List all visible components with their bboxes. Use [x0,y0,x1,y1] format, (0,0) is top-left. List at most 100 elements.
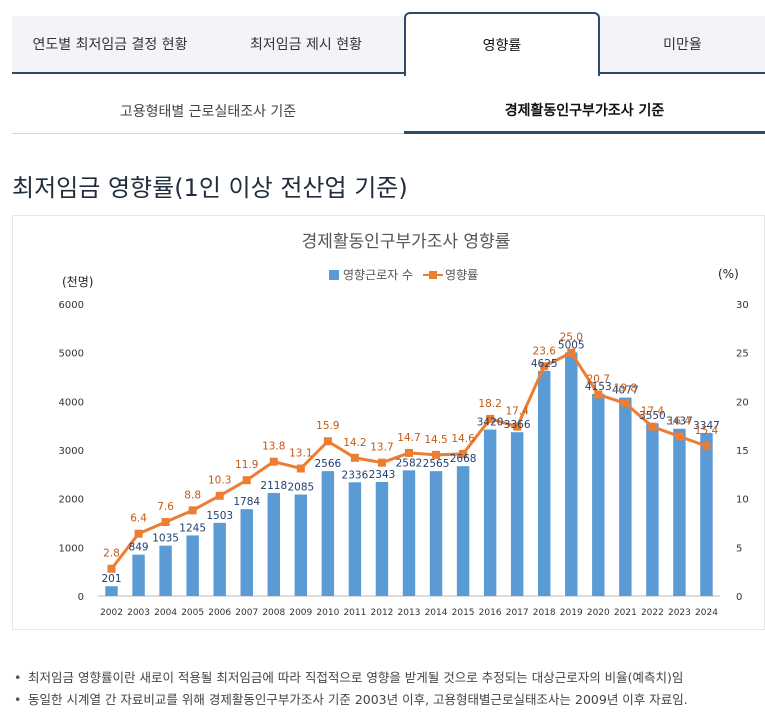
x-tick-label: 2007 [235,608,258,618]
rate-point [296,464,305,473]
bar-series [105,352,713,596]
rate-value-label: 20.7 [587,374,610,386]
rate-value-label: 13.8 [262,441,285,453]
right-tick-label: 20 [736,397,749,408]
rate-point [107,564,116,573]
x-axis-ticks: 2002 2003 2004 2005 2006 2007 2008 2009 2010 2011… [100,608,718,618]
right-tick-label: 15 [736,446,749,457]
rate-value-label: 6.4 [130,513,147,525]
bar [483,429,497,596]
bar-value-label: 4153 [585,381,612,393]
main-tab-bar: 연도별 최저임금 결정 현황 최저임금 제시 현황 영향률 미만율 [12,12,765,76]
bar [294,494,308,596]
bar [619,397,632,596]
legend-bar-label: 영향근로자 수 [343,268,413,282]
rate-point [567,348,576,357]
bar-value-label: 849 [129,542,149,554]
right-tick-label: 5 [736,543,742,554]
bar [321,471,335,596]
bar [456,466,470,596]
line-labels: 2.8 6.4 7.6 8.8 10.3 11.9 13.8 13.1 15.9 14.2 13.7… [103,332,718,560]
x-tick-label: 2021 [614,608,637,618]
rate-value-label: 17.4 [641,406,665,418]
chart-legend: 영향근로자 수 영향률 [329,268,478,282]
x-tick-label: 2003 [127,608,150,618]
rate-point [540,362,549,371]
tab-impact-rate[interactable]: 영향률 [404,12,600,76]
bar-value-label: 2565 [423,458,450,470]
bar [267,492,281,596]
left-tick-label: 1000 [59,543,84,554]
x-tick-label: 2006 [208,608,231,618]
right-tick-label: 25 [736,349,749,360]
rate-value-label: 11.9 [235,459,258,471]
rate-value-label: 23.6 [533,345,557,357]
bar-value-label: 1245 [179,522,206,534]
x-tick-label: 2013 [398,608,421,618]
bar-value-label: 3420 [477,417,504,429]
tab-below-rate[interactable]: 미만율 [600,16,765,74]
tab-annual-decision[interactable]: 연도별 최저임금 결정 현황 [12,16,208,74]
legend-line-label: 영향률 [445,268,478,282]
rate-value-label: 15.9 [316,420,339,432]
rate-point [702,442,711,451]
rate-point [648,422,657,431]
bar [240,509,253,596]
bar-value-label: 5005 [558,339,585,351]
rate-value-label: 10.3 [208,475,231,487]
bar-value-label: 3366 [504,419,531,431]
bar-value-label: 3550 [639,410,666,422]
subtab-employment-survey[interactable]: 고용형태별 근로실태조사 기준 [12,88,404,134]
rate-value-label: 15.4 [695,425,719,437]
right-axis-label: (%) [718,267,739,281]
bar [565,352,578,596]
bar-value-label: 1035 [152,533,179,545]
rate-value-label: 14.5 [424,434,447,446]
bar [375,481,389,596]
rate-value-label: 19.8 [614,382,637,394]
left-tick-label: 6000 [59,300,84,311]
rate-value-label: 14.2 [343,437,366,449]
rate-point [269,457,278,466]
impact-rate-chart: 경제활동인구부가조사 영향률 (천명) (%) 영향근로자 수 영향률 0100… [59,232,749,618]
bar [673,428,686,596]
x-tick-label: 2019 [560,608,583,618]
bar [429,471,443,596]
left-tick-label: 5000 [59,349,84,360]
x-tick-label: 2017 [506,608,529,618]
bar [402,470,416,596]
bar [213,522,226,596]
bar-value-label: 3347 [693,420,720,432]
rate-value-label: 16.4 [668,415,692,427]
rate-point [350,453,359,462]
bar-value-label: 201 [101,573,121,585]
rate-value-label: 2.8 [103,548,120,560]
x-tick-label: 2004 [154,608,177,618]
x-tick-label: 2002 [100,608,123,618]
bar-value-label: 4077 [612,385,639,397]
bar-value-label: 3437 [666,416,693,428]
bar [186,535,199,596]
line-series [107,348,711,573]
x-tick-label: 2015 [452,608,475,618]
bar [592,393,605,596]
rate-point [215,491,224,500]
rate-point [405,448,413,457]
bar-value-label: 2566 [315,458,342,470]
legend-bar-swatch [329,270,339,280]
rate-point [513,422,522,431]
bar-value-label: 2582 [396,457,423,469]
rate-value-label: 14.7 [397,432,420,444]
bar-value-label: 2343 [369,469,396,481]
bar-value-label: 1503 [206,510,233,522]
bar-value-label: 2668 [450,453,477,465]
bar [700,433,713,596]
x-tick-label: 2009 [289,608,312,618]
chart-title: 경제활동인구부가조사 영향률 [302,232,511,252]
rate-point [242,476,251,485]
tab-proposal-status[interactable]: 최저임금 제시 현황 [208,16,404,74]
subtab-population-survey[interactable]: 경제활동인구부가조사 기준 [404,88,765,134]
sub-tab-bar: 고용형태별 근로실태조사 기준 경제활동인구부가조사 기준 [12,88,765,134]
rate-value-label: 18.2 [478,398,501,410]
